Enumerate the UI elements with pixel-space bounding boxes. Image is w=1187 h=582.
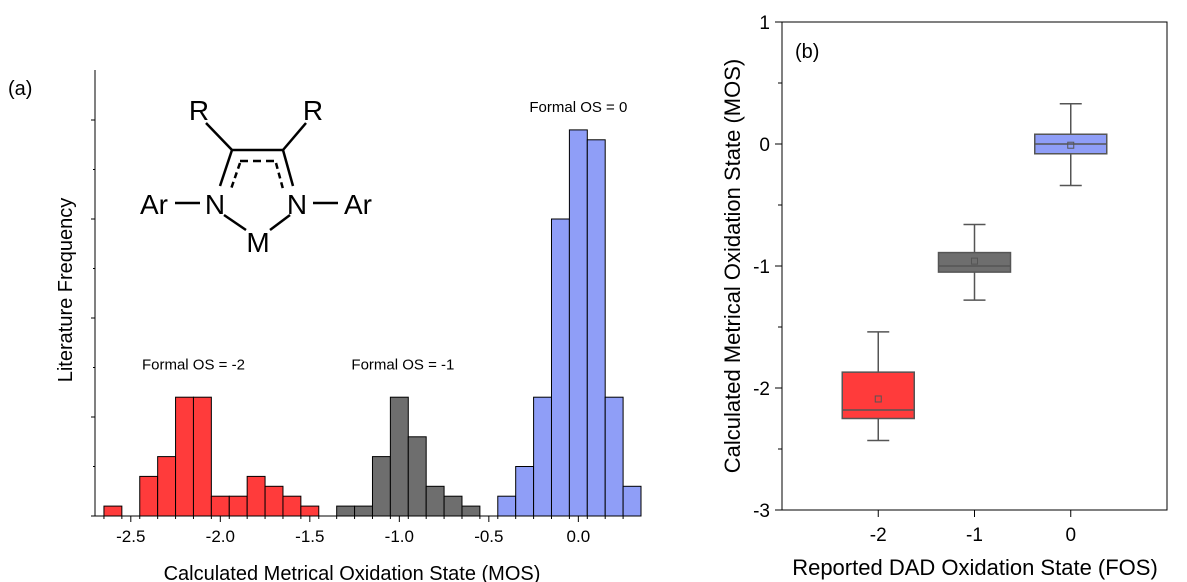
b-y-tick-label: 1 <box>759 13 770 34</box>
histogram-bar <box>282 495 302 517</box>
histogram-bar <box>246 475 266 517</box>
bond-c-n-left-delocalized <box>229 162 242 190</box>
histogram-bar <box>550 218 570 517</box>
b-y-tick-label: -3 <box>753 501 770 522</box>
histogram-bar <box>515 466 535 517</box>
mean-marker <box>971 257 978 265</box>
r-right-label: R <box>303 95 323 126</box>
n-left-label: N <box>205 189 225 220</box>
histogram-bar <box>228 495 248 517</box>
mean-marker <box>1067 141 1075 149</box>
a-y-ticks <box>91 119 95 517</box>
a-x-tick-label: -2.0 <box>206 527 235 546</box>
b-x-axis-title: Reported DAD Oxidation State (FOS) <box>792 555 1158 580</box>
b-x-tick-label: 0 <box>1065 525 1076 546</box>
histogram-bar <box>586 139 606 517</box>
n-right-label: N <box>287 189 307 220</box>
histogram-bar <box>210 495 230 517</box>
ar-left-label: Ar <box>140 189 168 220</box>
bond-r-right <box>282 122 307 151</box>
histogram-bar <box>336 505 356 517</box>
histogram-bar <box>264 485 284 517</box>
histogram-bar <box>139 475 159 517</box>
panel-a-label: (a) <box>8 78 32 100</box>
ar-right-label: Ar <box>344 189 372 220</box>
b-x-tick-label: -2 <box>870 525 887 546</box>
histogram-bar <box>192 396 212 517</box>
histogram-bars <box>103 129 642 517</box>
bond-c-n-right <box>281 149 295 187</box>
histogram-bar <box>371 456 391 517</box>
series-label: Formal OS = 0 <box>529 99 627 116</box>
bond-n-m-right <box>269 214 291 231</box>
series-label: Formal OS = -2 <box>142 356 245 373</box>
bond-c-n-right-delocalized <box>274 162 285 190</box>
b-x-tick-label: -1 <box>966 525 983 546</box>
histogram-bar <box>461 505 481 517</box>
b-y-tick-label: -1 <box>753 257 770 278</box>
a-x-tick-label: 0.0 <box>567 527 591 546</box>
box-iqr <box>937 251 1012 273</box>
b-y-axis-title: Calculated Metrical Oxidation State (MOS… <box>720 59 745 474</box>
a-x-ticks: -2.5 -2.0 -1.5 -1.0 -0.5 0.0 <box>103 516 624 546</box>
dad-metal-structure-diagram: R R N N Ar Ar M <box>140 95 372 258</box>
boxplot-panel: (b) -3 -2 -1 0 1 -2 -1 0 Reported DAD Oxidatio… <box>720 13 1168 580</box>
r-left-label: R <box>189 95 209 126</box>
b-y-tick-label: 0 <box>759 135 770 156</box>
box-iqr <box>841 371 915 420</box>
a-x-axis-title: Calculated Metrical Oxidation State (MOS… <box>164 563 541 582</box>
histogram-bar <box>443 495 463 517</box>
histogram-bar <box>389 396 409 517</box>
b-x-ticks: -2 -1 0 <box>870 510 1076 546</box>
histogram-bar <box>622 485 642 517</box>
histogram-bar <box>497 495 517 517</box>
a-x-tick-label: -1.0 <box>385 527 414 546</box>
a-x-tick-label: -0.5 <box>474 527 503 546</box>
a-y-axis-title: Literature Frequency <box>55 198 77 383</box>
histogram-bar <box>407 436 427 517</box>
bond-n-m-left <box>223 213 247 232</box>
panel-b-label: (b) <box>795 41 819 63</box>
bond-c-n-left <box>218 149 234 187</box>
histogram-bar <box>604 396 624 517</box>
histogram-bar <box>425 485 445 517</box>
histogram-bar <box>157 456 177 517</box>
box-plot--1 <box>937 223 1012 301</box>
histogram-bar <box>175 396 194 517</box>
mean-marker <box>874 395 882 403</box>
series-label: Formal OS = -1 <box>351 356 454 373</box>
histogram-bar <box>300 505 320 517</box>
series-labels: Formal OS = -2 Formal OS = -1 Formal OS = … <box>142 99 627 373</box>
box-plot--2 <box>841 331 915 442</box>
structure-bonds <box>175 122 338 232</box>
b-y-ticks: -3 -2 -1 0 1 <box>753 13 782 522</box>
histogram-bar <box>533 396 552 517</box>
histogram-bar <box>568 129 588 517</box>
histogram-bar <box>103 505 123 517</box>
a-x-tick-label: -1.5 <box>295 527 324 546</box>
b-y-tick-label: -2 <box>753 379 770 400</box>
a-x-tick-label: -2.5 <box>116 527 145 546</box>
metal-label: M <box>246 227 269 258</box>
box-plot-0 <box>1034 102 1108 187</box>
histogram-bar <box>354 505 373 517</box>
box-plots <box>841 102 1108 442</box>
bond-r-left <box>205 122 233 151</box>
